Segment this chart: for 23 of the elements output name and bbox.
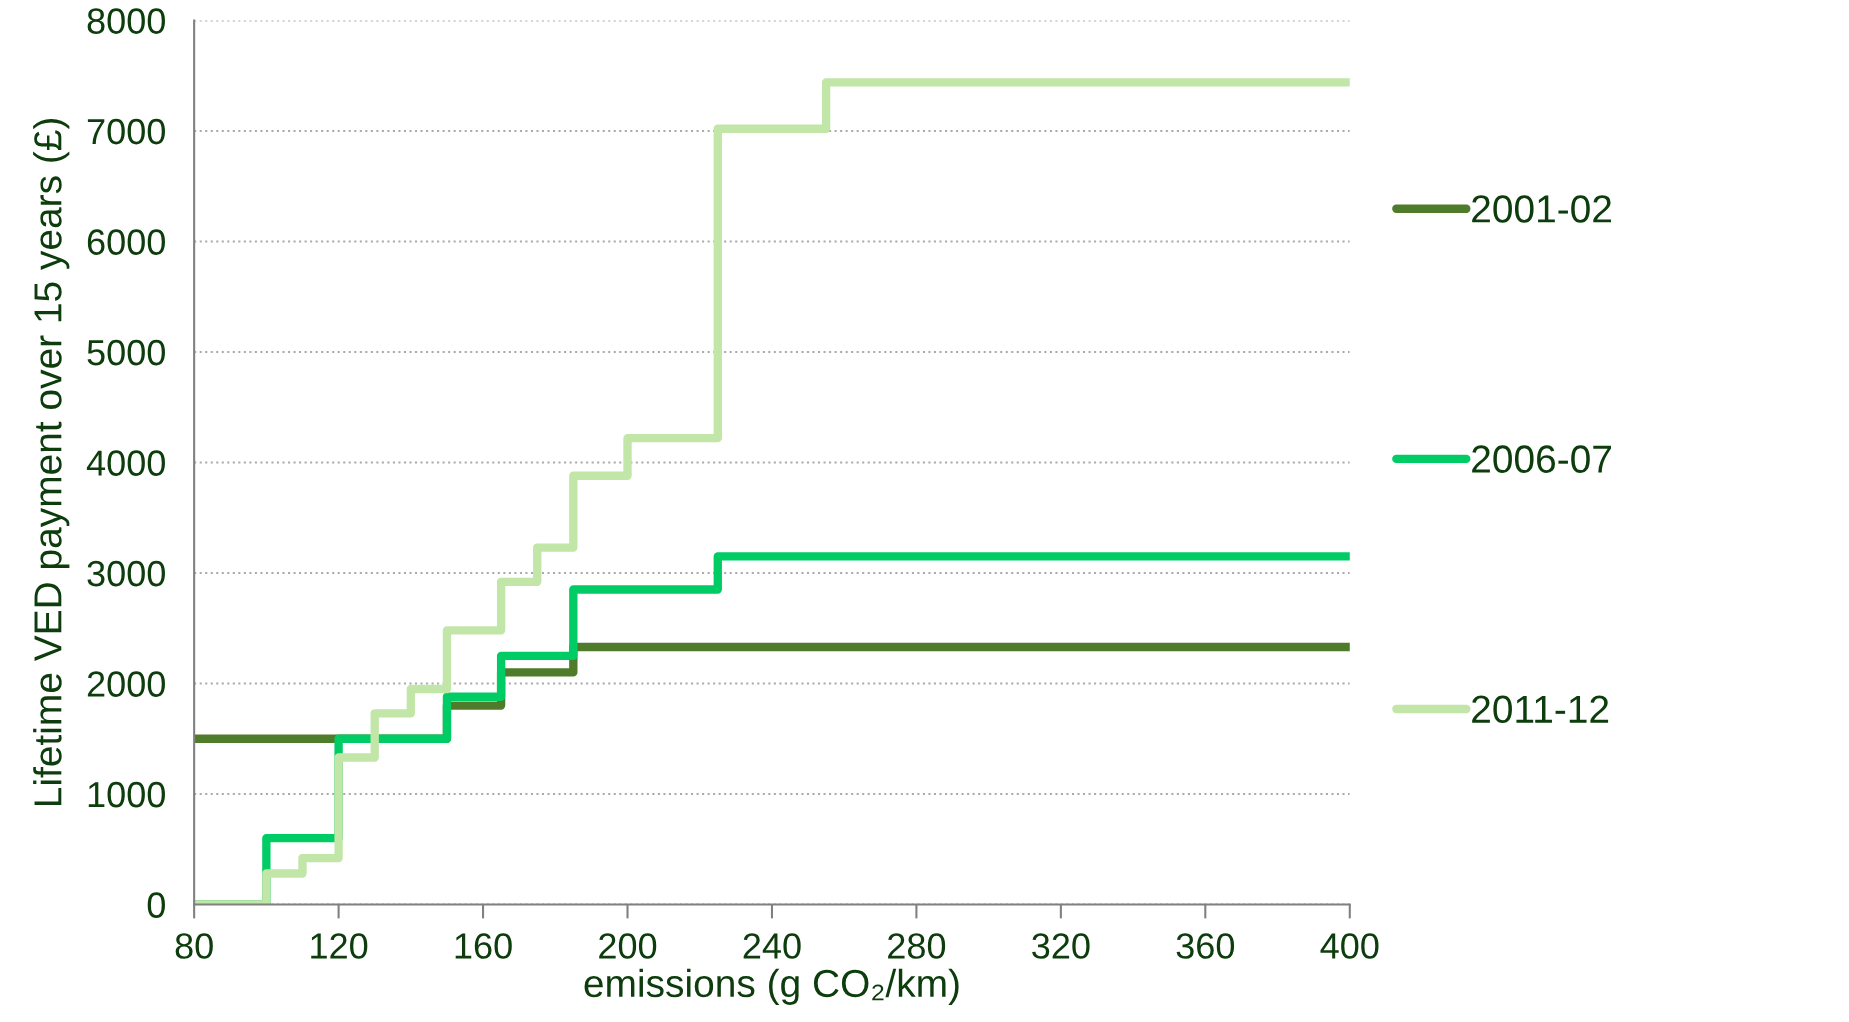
y-tick-label: 6000 <box>87 229 165 255</box>
x-tick-label: 120 <box>311 933 368 959</box>
x-axis-title: emissions (g CO₂/km) <box>584 968 959 1005</box>
x-tick-label: 200 <box>599 933 657 959</box>
x-tick-label: 320 <box>1032 933 1090 959</box>
y-tick-label: 7000 <box>87 118 165 145</box>
legend-label: 2001-02 <box>1472 195 1611 223</box>
y-tick-label: 3000 <box>87 560 165 587</box>
y-tick-label: 0 <box>147 892 165 918</box>
x-tick-label: 280 <box>888 933 946 959</box>
x-tick-label: 160 <box>455 933 512 959</box>
y-tick-label: 5000 <box>87 339 165 366</box>
y-axis-title: Lifetime VED payment over 15 years (£) <box>33 119 70 806</box>
x-tick-label: 80 <box>175 933 213 959</box>
y-tick-label: 4000 <box>86 450 165 476</box>
y-tick-label: 1000 <box>88 781 165 808</box>
x-tick-label: 400 <box>1320 933 1379 959</box>
x-tick-label: 360 <box>1176 933 1235 959</box>
y-tick-label: 8000 <box>87 8 165 34</box>
x-tick-label: 240 <box>743 933 801 959</box>
y-tick-label: 2000 <box>87 671 165 697</box>
legend-label: 2011-12 <box>1472 695 1609 724</box>
legend-label: 2006-07 <box>1472 445 1611 473</box>
